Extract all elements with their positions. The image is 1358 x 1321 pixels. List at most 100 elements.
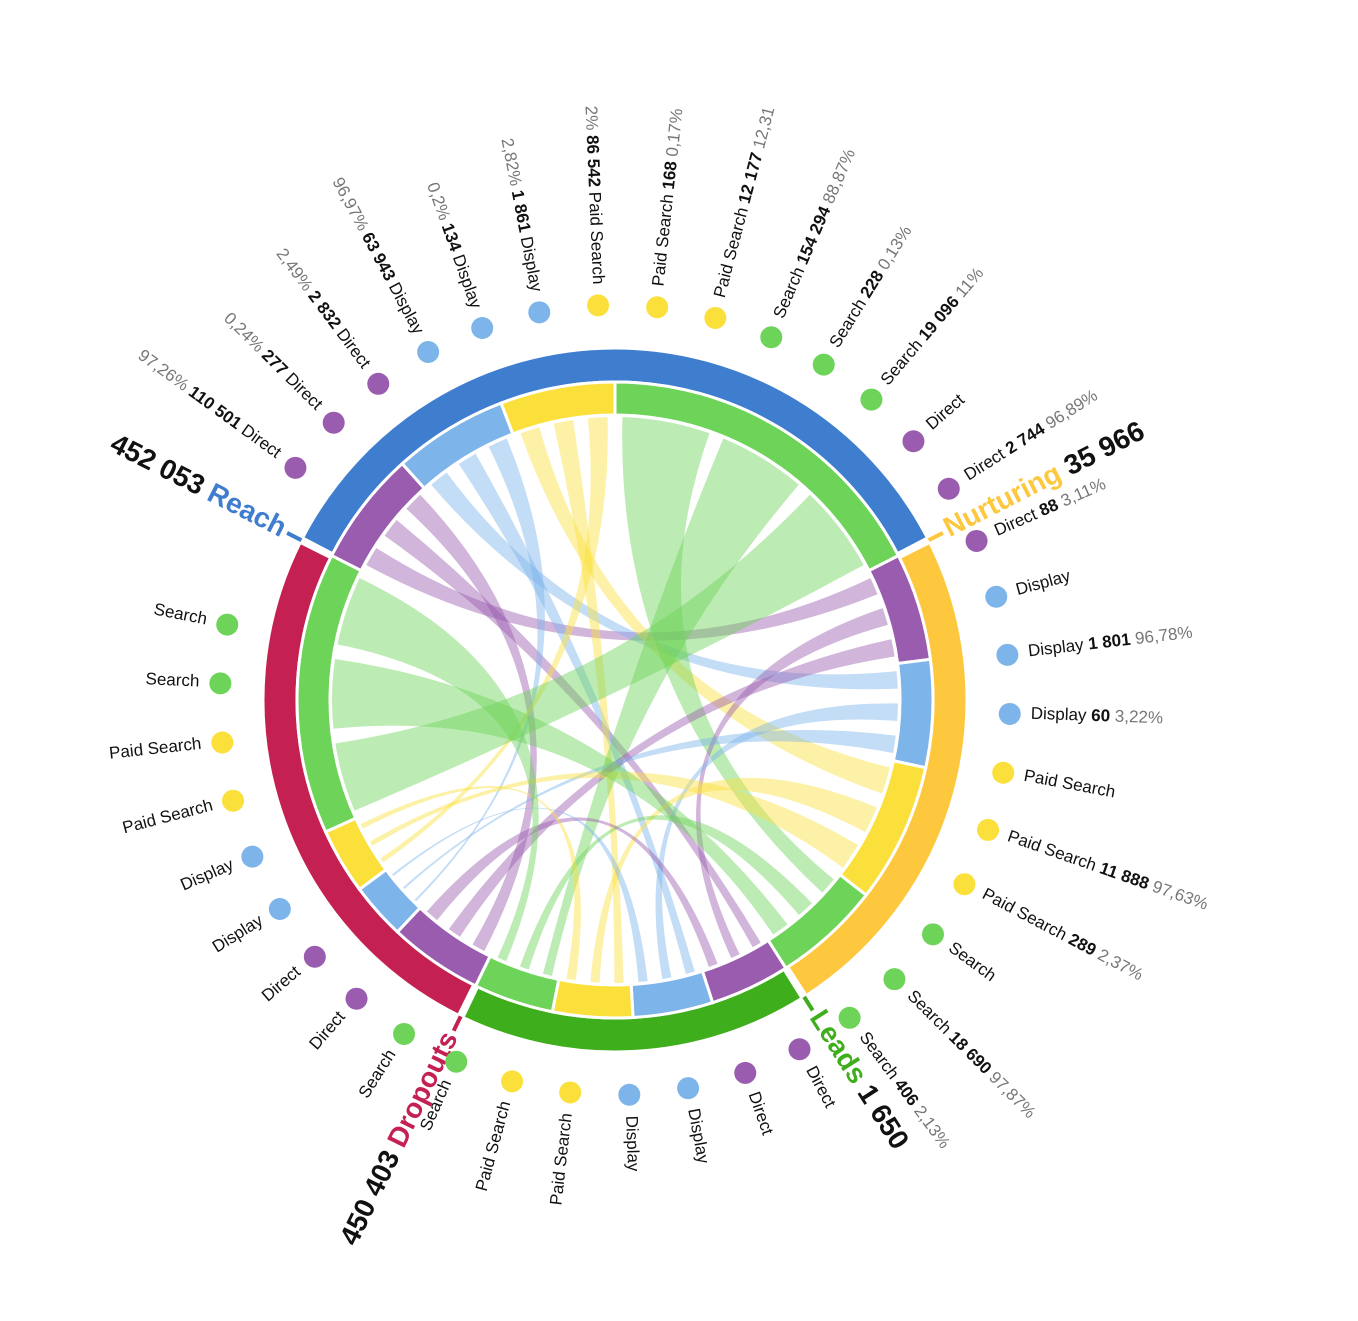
- segment-label: Paid Search: [472, 1099, 514, 1193]
- segment-label: Display: [1014, 566, 1073, 599]
- channel-name: Display: [622, 1115, 643, 1172]
- segment-label: Search: [152, 600, 209, 629]
- chord: [426, 817, 718, 967]
- channel-name: Paid Search: [547, 1112, 576, 1206]
- segment-share: 0,24%: [220, 309, 268, 356]
- channel-name: Search: [903, 987, 955, 1039]
- channel-dot: [965, 529, 988, 552]
- stage-name: Reach: [203, 477, 292, 543]
- segment-label: Display 1 801 96,78%: [1027, 623, 1194, 661]
- channel-dot: [902, 430, 925, 453]
- channel-name: Direct: [281, 369, 326, 414]
- segment-label: 2,49% 2 832 Direct: [272, 245, 374, 372]
- segment-value: 86 542: [582, 135, 603, 188]
- chords: [332, 417, 898, 983]
- channel-dot: [417, 340, 440, 363]
- channel-dot: [677, 1077, 700, 1100]
- segment-value: 1 801: [1087, 630, 1131, 654]
- channel-name: Display: [516, 235, 545, 294]
- channel-dot: [528, 301, 551, 324]
- segment-label: 0,2% 134 Display: [423, 180, 486, 311]
- channel-dot: [760, 326, 783, 349]
- segment-value: 18 690: [945, 1028, 995, 1078]
- segment-label: Direct: [744, 1089, 777, 1137]
- segment-share: 2,13%: [910, 1102, 954, 1152]
- segment-share: 97,87%: [985, 1068, 1039, 1122]
- channel-name: Direct: [332, 325, 374, 372]
- segment-share: 96,78%: [1134, 623, 1193, 648]
- segment-share: 96,97%: [328, 174, 372, 234]
- segment-label: Direct: [306, 1007, 350, 1053]
- channel-dot: [241, 845, 264, 868]
- segment-value: 110 501: [185, 383, 245, 434]
- channel-dot: [471, 316, 494, 339]
- segment-share: 0,2%: [423, 180, 454, 223]
- chord: [553, 420, 624, 983]
- segment-label: 2% 86 542 Paid Search: [581, 105, 608, 284]
- chord: [369, 771, 859, 868]
- chord: [332, 658, 788, 935]
- segment-value: 277: [258, 346, 292, 379]
- channel-name: Paid Search: [1005, 827, 1099, 875]
- segment-label: Search 154 294 88,87%: [770, 146, 860, 321]
- segment-share: 2,49%: [272, 245, 316, 295]
- chord: [519, 815, 812, 970]
- channel-dot: [704, 306, 727, 329]
- segment-share: 2%: [581, 105, 601, 130]
- channel-dot: [587, 294, 610, 317]
- segment-label: 0,24% 277 Direct: [220, 309, 326, 414]
- channel-name: Direct: [258, 962, 304, 1005]
- channel-dot: [953, 873, 976, 896]
- channel-name: Search: [770, 264, 809, 321]
- segment-label: Display 60 3,22%: [1030, 704, 1163, 728]
- segment-value: 2 744: [1002, 419, 1049, 458]
- channel-dot: [937, 477, 960, 500]
- channel-segment: [550, 977, 635, 1020]
- segment-label: Display: [684, 1107, 713, 1166]
- channel-name: Direct: [238, 421, 285, 463]
- channel-dot: [838, 1006, 861, 1029]
- chord: [542, 438, 799, 976]
- chord: [622, 417, 834, 893]
- channel-dot: [222, 789, 245, 812]
- channel-name: Search: [145, 670, 200, 691]
- channel-name: Paid Search: [472, 1099, 514, 1193]
- segment-label: Direct: [922, 390, 968, 434]
- segment-label: Search: [145, 670, 200, 691]
- segment-value: 88: [1037, 495, 1062, 520]
- segment-share: 2,82%: [497, 137, 525, 188]
- segment-label: Paid Search 289 2,37%: [979, 885, 1146, 985]
- channel-name: Paid Search: [120, 796, 214, 838]
- segment-share: 96,89%: [1042, 386, 1101, 433]
- channel-dot: [501, 1070, 524, 1093]
- channel-name: Display: [448, 252, 485, 311]
- chord: [384, 519, 761, 948]
- stage-tick: [927, 531, 944, 542]
- stage-tick: [286, 531, 303, 542]
- segment-label: Display: [209, 911, 267, 957]
- channel-name: Search: [152, 600, 209, 629]
- segment-share: 11%: [952, 264, 988, 301]
- stage-value: 452 053: [105, 428, 209, 502]
- segment-share: 97,26%: [134, 346, 192, 395]
- channel-name: Search: [826, 296, 871, 352]
- segment-label: Direct: [258, 962, 304, 1005]
- channel-dot: [211, 731, 234, 754]
- channel-dot: [209, 672, 232, 695]
- segment-value: 154 294: [793, 203, 835, 267]
- segment-label: Paid Search: [108, 734, 202, 763]
- segment-label: Direct: [802, 1063, 840, 1111]
- channel-dot: [812, 353, 835, 376]
- channel-dot: [303, 945, 326, 968]
- segment-value: 168: [659, 160, 681, 190]
- chord: [431, 472, 898, 690]
- segment-label: Paid Search: [547, 1112, 576, 1206]
- channel-name: Display: [178, 855, 237, 895]
- channel-dot: [996, 643, 1019, 666]
- chord: [366, 547, 878, 641]
- channel-segment: [891, 657, 935, 770]
- segment-label: Paid Search 168 0,17%: [649, 108, 687, 288]
- segment-share: 12,31: [750, 105, 779, 151]
- channel-dot: [646, 296, 669, 319]
